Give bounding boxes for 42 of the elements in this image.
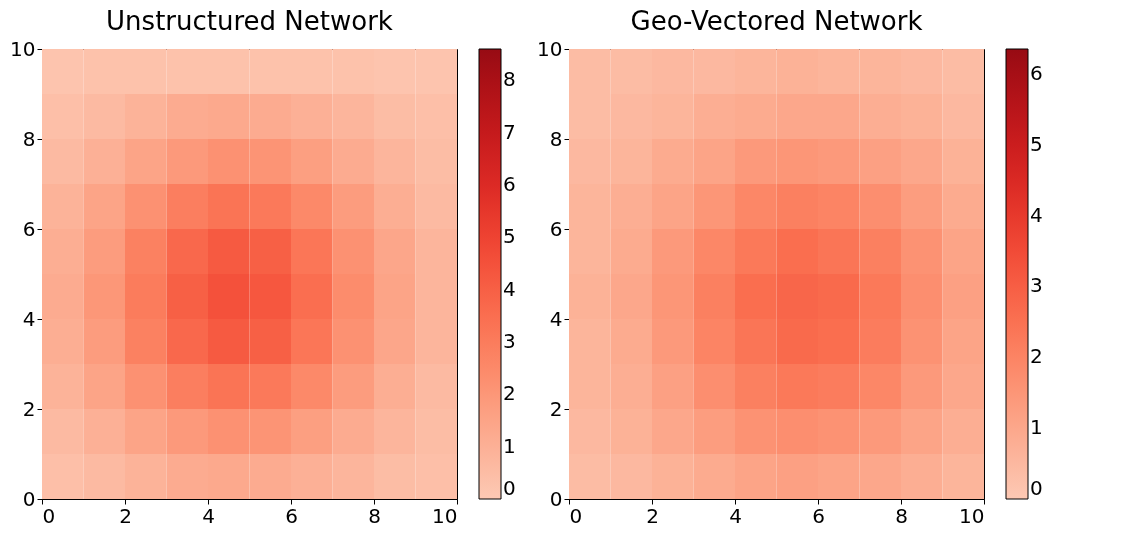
color-bar-label: 1 bbox=[1030, 415, 1043, 440]
color-bar-label: 2 bbox=[503, 381, 516, 406]
y-tick-label: 4 bbox=[549, 306, 563, 331]
y-tick-label: 2 bbox=[22, 396, 36, 421]
color-bar-label: 4 bbox=[503, 276, 516, 301]
chart-title: Geo-Vectored Network bbox=[630, 6, 923, 36]
color-bar-label: 5 bbox=[503, 224, 516, 249]
x-tick-label: 0 bbox=[569, 503, 583, 528]
color-bar-label: 6 bbox=[503, 172, 516, 197]
y-tick-label: 4 bbox=[22, 306, 36, 331]
x-tick-label: 4 bbox=[202, 503, 215, 528]
chart-title: Unstructured Network bbox=[106, 6, 393, 36]
color-bar-label: 1 bbox=[503, 433, 516, 458]
y-tick-label: 8 bbox=[549, 126, 563, 151]
x-tick-label: 8 bbox=[895, 503, 908, 528]
y-tick-label: 2 bbox=[549, 396, 563, 421]
color-bar-label: 0 bbox=[503, 476, 516, 500]
color-bar-label: 3 bbox=[1030, 273, 1043, 298]
color-bar-label: 8 bbox=[503, 67, 516, 92]
y-tick-label: 10 bbox=[10, 36, 36, 61]
x-tick-label: 8 bbox=[368, 503, 381, 528]
x-tick-label: 6 bbox=[285, 503, 298, 528]
color-bar-label: 2 bbox=[1030, 344, 1043, 369]
color-bar-label: 6 bbox=[1030, 60, 1043, 85]
x-tick-label: 4 bbox=[729, 503, 742, 528]
y-tick-label: 6 bbox=[549, 216, 563, 241]
x-tick-label: 0 bbox=[42, 503, 56, 528]
color-bar-label: 3 bbox=[503, 329, 516, 354]
y-tick-label: 10 bbox=[537, 36, 563, 61]
color-bar-label: 7 bbox=[503, 119, 516, 144]
y-tick-label: 0 bbox=[549, 486, 563, 511]
color-bar-label: 4 bbox=[1030, 202, 1043, 227]
color-bar-label: 0 bbox=[1030, 476, 1043, 500]
x-tick-label: 10 bbox=[432, 503, 458, 528]
y-tick-label: 0 bbox=[22, 486, 36, 511]
x-tick-label: 6 bbox=[812, 503, 825, 528]
x-tick-label: 10 bbox=[959, 503, 985, 528]
x-tick-label: 2 bbox=[646, 503, 659, 528]
x-tick-label: 2 bbox=[119, 503, 132, 528]
color-bar-label: 5 bbox=[1030, 131, 1043, 156]
y-tick-label: 8 bbox=[22, 126, 36, 151]
y-tick-label: 6 bbox=[22, 216, 36, 241]
